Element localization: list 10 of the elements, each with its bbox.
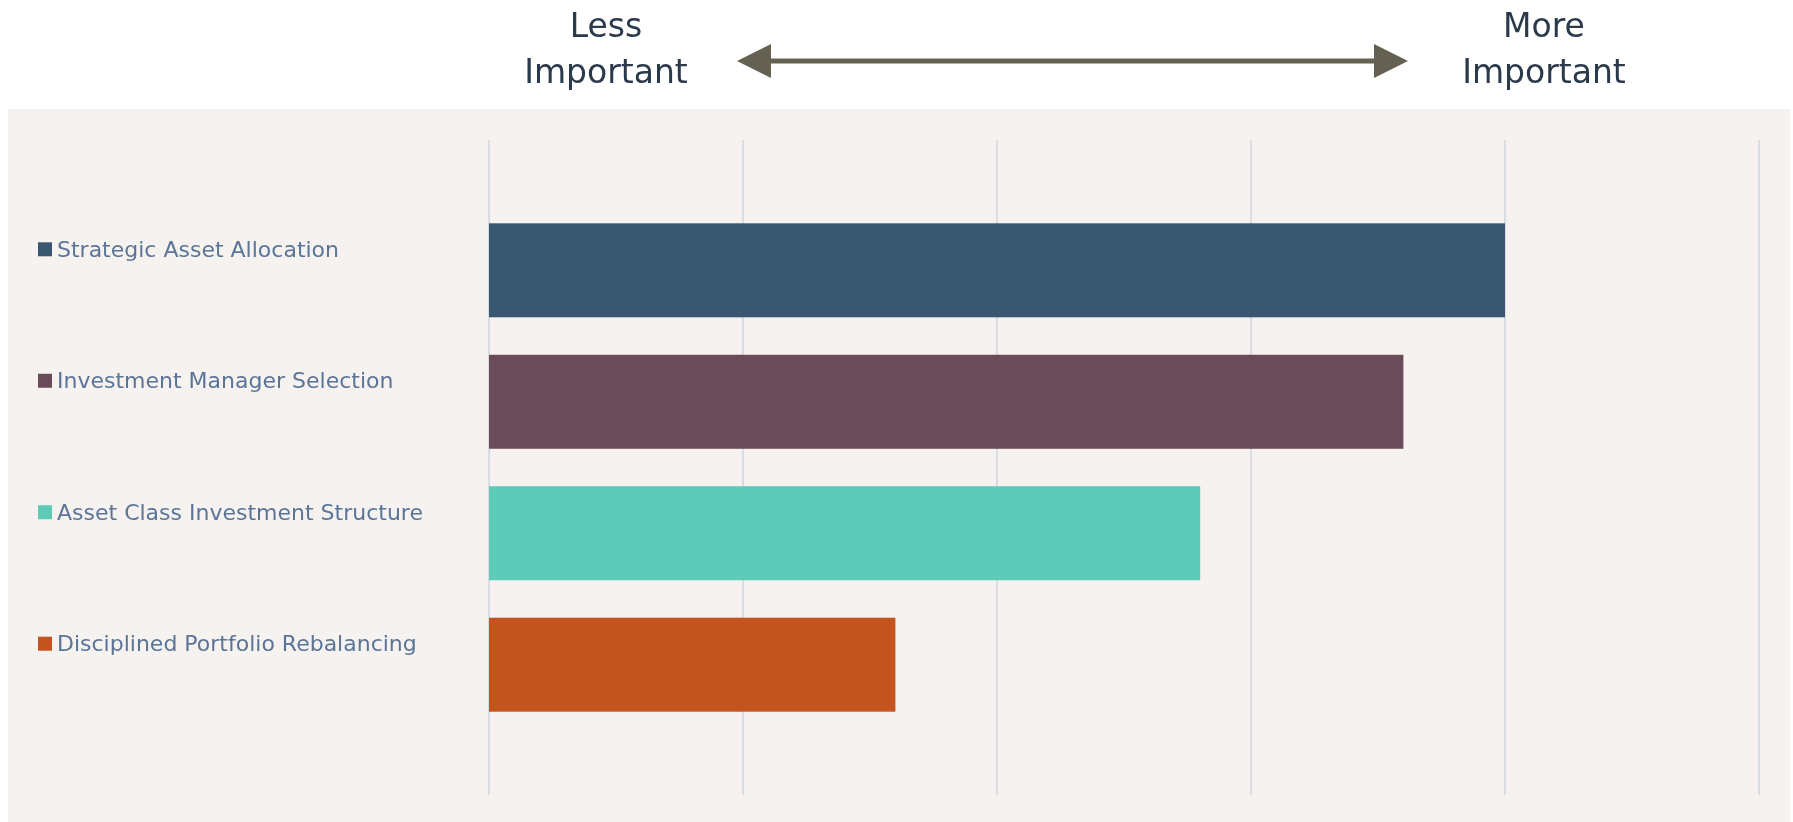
bar	[489, 617, 896, 712]
text: Less Important	[524, 6, 688, 91]
bar	[489, 223, 1505, 318]
bar	[489, 354, 1404, 449]
text: More Important	[1462, 6, 1626, 91]
y-tick-label: Strategic Asset Allocation	[57, 237, 340, 262]
y-tick-label: Disciplined Portfolio Rebalancing	[57, 631, 417, 657]
y-tick-label: Investment Manager Selection	[57, 368, 394, 394]
y-tick-label: Asset Class Investment Structure	[57, 499, 423, 525]
bar	[489, 486, 1201, 581]
